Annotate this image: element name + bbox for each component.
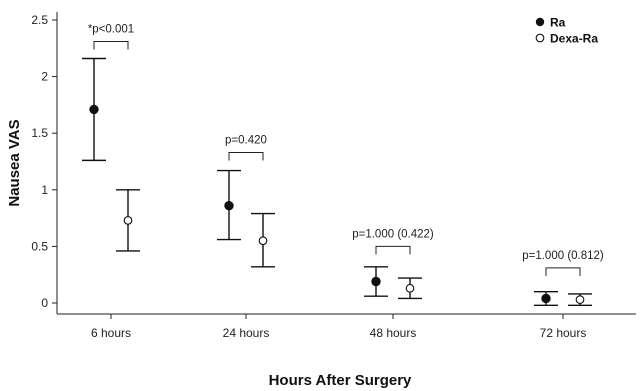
x-tick-label: 24 hours	[223, 326, 270, 340]
x-tick-label: 48 hours	[370, 326, 417, 340]
legend-item: Dexa-Ra	[535, 32, 598, 46]
data-point	[224, 200, 234, 211]
legend-marker	[535, 33, 545, 43]
x-tick-label: 6 hours	[91, 326, 131, 340]
axes: 0 0.5 1 1.5 2 2.5 6 hours 24 hours 48 hours 72 ho…	[31, 12, 636, 340]
legend-marker	[535, 17, 545, 27]
significance-bracket: *p<0.001	[88, 24, 134, 50]
legend: Ra Dexa-Ra	[535, 16, 598, 46]
x-tick-label: 72 hours	[540, 326, 587, 340]
p-value-label: p=0.420	[225, 134, 267, 146]
p-value-label: *p<0.001	[88, 24, 134, 36]
legend-item: Ra	[535, 16, 566, 30]
data-point	[89, 104, 99, 115]
p-value-label: p=1.000 (0.422)	[352, 228, 434, 240]
data-point	[405, 283, 415, 293]
legend-label: Dexa-Ra	[550, 32, 598, 46]
y-axis-title: Nausea VAS	[6, 119, 23, 206]
y-tick-label: 1	[41, 183, 48, 197]
y-tick-label: 0	[41, 296, 48, 310]
y-tick-label: 1.5	[31, 126, 48, 140]
y-tick-label: 2.5	[31, 13, 48, 27]
series-ra	[82, 57, 558, 306]
significance-bracket: p=0.420	[225, 134, 267, 161]
data-point	[258, 236, 268, 246]
bracket-line	[375, 245, 411, 255]
bracket-line	[93, 41, 129, 50]
x-axis-title: Hours After Surgery	[269, 372, 412, 389]
marks	[82, 57, 592, 306]
significance-bracket: p=1.000 (0.812)	[522, 250, 604, 276]
bracket-line	[228, 151, 264, 161]
annotations: *p<0.001 p=0.420 p=1.000 (0.422) p=1.000 (0…	[88, 24, 604, 276]
bracket-line	[545, 267, 581, 276]
data-point	[123, 216, 133, 225]
y-tick-label: 2	[41, 70, 48, 84]
significance-bracket: p=1.000 (0.422)	[352, 228, 434, 255]
y-tick-label: 0.5	[31, 239, 48, 253]
data-point	[541, 293, 551, 304]
p-value-label: p=1.000 (0.812)	[522, 250, 604, 262]
series-dexa-ra	[116, 189, 592, 306]
legend-label: Ra	[550, 16, 566, 30]
data-point	[575, 295, 585, 304]
data-point	[371, 276, 381, 287]
